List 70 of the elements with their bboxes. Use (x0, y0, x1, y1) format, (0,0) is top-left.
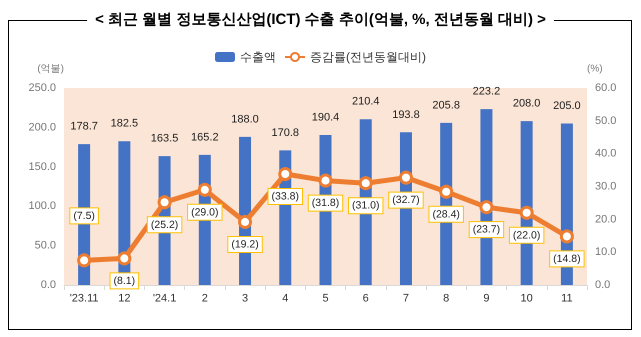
data-label: (29.0) (191, 206, 219, 218)
x-tick-label: '24.1 (152, 292, 176, 304)
x-tick-label: 10 (520, 292, 533, 304)
x-tick-label: 6 (362, 292, 369, 304)
point (520, 206, 534, 220)
point (358, 176, 373, 190)
data-label: (7.5) (73, 210, 95, 222)
data-label: 188.0 (231, 113, 259, 126)
y2-tick-label: 60.0 (595, 82, 616, 94)
data-label: 205.8 (432, 99, 460, 112)
y2-tick-label: 50.0 (595, 114, 616, 127)
y-tick-label: 150.0 (28, 160, 56, 173)
x-tick-label: 11 (561, 292, 573, 304)
data-label: 210.4 (352, 96, 380, 108)
data-label: 178.7 (70, 120, 98, 133)
y-tick-label: 0.0 (40, 279, 56, 291)
data-label: (33.8) (272, 190, 299, 203)
data-label: 205.0 (553, 100, 581, 112)
point (238, 214, 252, 229)
y-tick-label: 250.0 (28, 82, 56, 94)
data-label: (22.0) (512, 229, 540, 242)
x-tick-label: 9 (483, 292, 490, 304)
y2-axis-title: (%) (587, 64, 603, 74)
y2-tick-label: 0.0 (595, 279, 610, 291)
data-label: (25.2) (150, 218, 178, 231)
x-tick-label: 2 (202, 292, 208, 304)
data-label: (28.4) (432, 208, 460, 220)
point (198, 182, 212, 197)
point (278, 167, 292, 182)
y-tick-label: 50.0 (34, 240, 56, 252)
data-label: 165.2 (191, 131, 219, 144)
point (318, 174, 332, 188)
y2-tick-label: 30.0 (595, 180, 616, 192)
data-label: (14.8) (553, 252, 581, 265)
point (117, 251, 132, 266)
x-tick-label: '23.11 (70, 292, 99, 304)
data-label: (8.1) (114, 274, 136, 287)
data-label: (32.7) (392, 194, 420, 206)
data-label: 163.5 (150, 132, 178, 145)
data-label: 190.4 (312, 111, 340, 124)
y-tick-label: 100.0 (28, 200, 56, 212)
data-label: (23.7) (472, 224, 500, 236)
data-label: (19.2) (231, 238, 259, 250)
chart-title: < 최근 월별 정보통신산업(ICT) 수출 추이(억불, %, 전년동월 대비) > (95, 11, 546, 28)
point (479, 200, 494, 214)
x-tick-label: 8 (443, 292, 450, 304)
point (158, 195, 172, 210)
x-tick-label: 3 (242, 292, 248, 304)
x-tick-label: 7 (402, 292, 410, 304)
y2-tick-label: 40.0 (595, 148, 616, 160)
y2-tick-label: 10.0 (595, 246, 616, 258)
point (77, 253, 92, 268)
data-label: (31.0) (352, 200, 380, 212)
legend-label: 증감률(전년동월대비) (310, 50, 426, 64)
data-label: (31.8) (312, 197, 340, 210)
x-tick-label: 12 (118, 292, 130, 304)
point (398, 170, 413, 185)
point (560, 229, 574, 244)
y-tick-label: 200.0 (28, 121, 56, 134)
data-label: 193.8 (392, 108, 420, 121)
y-axis-title: (억불) (37, 64, 64, 74)
data-label: 182.5 (110, 118, 138, 130)
x-tick-label: 5 (322, 292, 329, 304)
point (439, 184, 454, 199)
x-tick-label: 4 (282, 292, 288, 304)
data-label: 170.8 (272, 126, 300, 139)
y2-tick-label: 20.0 (595, 213, 616, 226)
legend-label: 수출액 (240, 50, 276, 64)
data-label: 208.0 (512, 98, 540, 110)
data-label: 223.2 (472, 86, 500, 98)
